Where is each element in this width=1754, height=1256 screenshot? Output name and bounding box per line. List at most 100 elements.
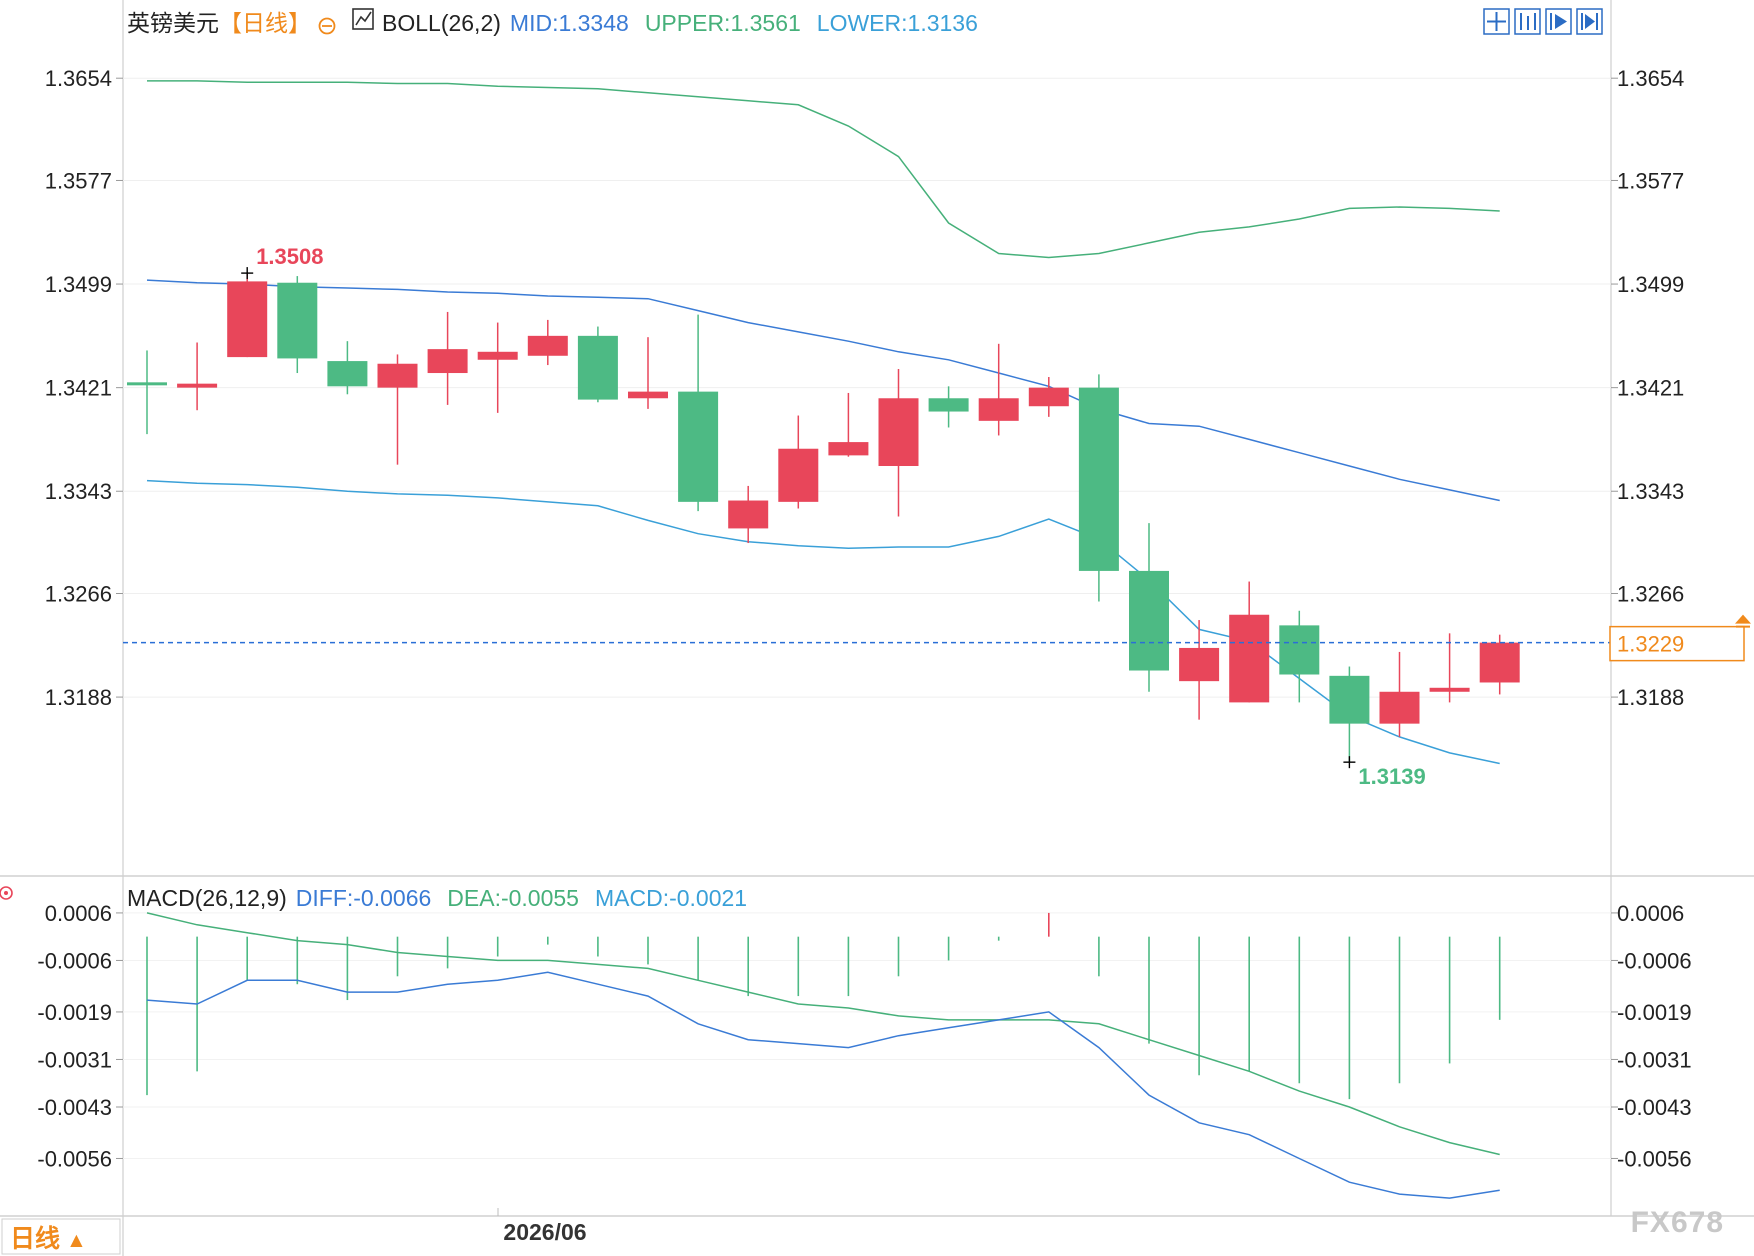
- boll-lower-line: [146, 479, 1500, 765]
- candle-up: [1429, 633, 1470, 703]
- y-tick-label-right: -0.0056: [1617, 1146, 1692, 1171]
- period-button[interactable]: 日线 ▲: [1, 1218, 121, 1255]
- y-tick-label: 1.3188: [45, 685, 112, 710]
- candle-body: [577, 335, 618, 400]
- y-tick-label: -0.0006: [37, 948, 112, 973]
- y-tick-label: 1.3343: [45, 479, 112, 504]
- candle-up: [1479, 634, 1520, 695]
- macd-dea-line: [146, 912, 1500, 1156]
- candle-body: [1129, 570, 1169, 671]
- y-tick-label-right: 1.3499: [1617, 272, 1684, 297]
- date-label: 2026/06: [503, 1219, 586, 1245]
- macd-label: MACD(26,12,9): [127, 885, 287, 911]
- macd-legend: MACD(26,12,9) DIFF:-0.0066 DEA:-0.0055 MACD…: [127, 885, 747, 911]
- candle-down: [1279, 610, 1320, 703]
- candle-up: [527, 319, 568, 366]
- candle-body: [477, 351, 518, 360]
- macd-dea-value: DEA:-0.0055: [447, 885, 579, 911]
- candle-down: [327, 341, 368, 395]
- candle-body: [728, 500, 769, 529]
- candle-body: [1379, 691, 1420, 724]
- y-tick-label-right: 1.3188: [1617, 685, 1684, 710]
- candle-down: [1078, 374, 1119, 602]
- candle-down: [928, 386, 969, 428]
- candle-up: [1028, 377, 1069, 417]
- boll-mid-line: [146, 279, 1500, 502]
- play-icon[interactable]: [1545, 8, 1572, 35]
- candle-body: [277, 282, 318, 359]
- y-tick-label-right: -0.0043: [1617, 1095, 1692, 1120]
- y-tick-label-right: 0.0006: [1617, 901, 1684, 926]
- macd-y-axis: 0.0006 0.0006 -0.0006 -0.0006 -0.0019 -0.0019…: [37, 901, 1691, 1172]
- candle-body: [227, 281, 268, 358]
- candle-up: [1179, 620, 1220, 720]
- price-alert-icon: [1735, 614, 1751, 624]
- last-price-label: 1.3229: [1617, 632, 1684, 657]
- collapse-icon[interactable]: [318, 17, 336, 35]
- candle-up: [728, 485, 769, 544]
- candles: [127, 272, 1520, 763]
- y-tick-label-right: -0.0006: [1617, 948, 1692, 973]
- candle-up: [377, 354, 418, 465]
- candle-body: [527, 335, 568, 356]
- macd-grid: [123, 912, 1611, 1159]
- boll-lines: [146, 80, 1500, 765]
- svg-text:日线▲: 日线 ▲: [10, 1224, 87, 1253]
- main-grid: [123, 77, 1611, 698]
- high-label: 1.3508: [256, 244, 323, 269]
- y-tick-label-right: -0.0019: [1617, 1000, 1692, 1025]
- candle-down: [127, 350, 167, 435]
- candle-body: [878, 398, 919, 466]
- y-tick-label-right: -0.0031: [1617, 1047, 1692, 1072]
- candle-body: [1179, 647, 1220, 682]
- candle-down: [1129, 523, 1169, 692]
- y-tick-label: -0.0043: [37, 1095, 112, 1120]
- candle-body: [377, 363, 418, 388]
- bar-view-icon[interactable]: [1514, 8, 1541, 35]
- candle-up: [878, 369, 919, 517]
- macd-diff-line: [146, 971, 1500, 1199]
- y-tick-label: 1.3499: [45, 272, 112, 297]
- candle-body: [177, 383, 218, 388]
- candle-body: [1479, 642, 1520, 683]
- watermark: FX678: [1631, 1206, 1724, 1239]
- candle-up: [828, 392, 869, 457]
- candle-up: [778, 415, 819, 509]
- candle-body: [678, 391, 719, 502]
- boll-upper-value: UPPER:1.3561: [645, 10, 801, 36]
- symbol-name: 英镑美元: [127, 10, 219, 36]
- candle-down: [277, 276, 318, 374]
- macd-lines: [146, 912, 1500, 1199]
- candle-body: [628, 391, 668, 399]
- candle-down: [577, 326, 618, 403]
- period-arrow-icon: ▲: [66, 1229, 87, 1252]
- candle-up: [1379, 651, 1420, 737]
- candle-body: [127, 382, 167, 386]
- crosshair-icon[interactable]: [1483, 8, 1510, 35]
- candle-up: [177, 342, 218, 411]
- indicator-chart-icon[interactable]: [352, 8, 374, 30]
- candle-up: [628, 337, 668, 409]
- y-tick-label-right: 1.3577: [1617, 168, 1684, 193]
- period-button-label: 日线: [10, 1224, 60, 1253]
- macd-histogram: [146, 912, 1501, 1100]
- candle-body: [828, 442, 869, 456]
- candle-down: [1329, 666, 1370, 763]
- candle-down: [678, 314, 719, 512]
- main-annotations: 1.3508 1.3139 1.3229: [123, 244, 1751, 789]
- y-tick-label: 1.3421: [45, 376, 112, 401]
- y-tick-label: 1.3577: [45, 168, 112, 193]
- y-tick-label-right: 1.3421: [1617, 376, 1684, 401]
- y-tick-label: 0.0006: [45, 901, 112, 926]
- candle-body: [427, 349, 468, 374]
- y-tick-label: 1.3654: [45, 66, 112, 91]
- low-label: 1.3139: [1358, 764, 1425, 789]
- candle-body: [327, 361, 368, 387]
- macd-settings-icon[interactable]: [0, 886, 13, 900]
- y-tick-label-right: 1.3266: [1617, 581, 1684, 606]
- play-end-icon[interactable]: [1576, 8, 1603, 35]
- boll-legend: BOLL(26,2) MID:1.3348 UPPER:1.3561 LOWER:1.…: [382, 10, 978, 36]
- y-tick-label-right: 1.3343: [1617, 479, 1684, 504]
- candle-body: [778, 448, 819, 502]
